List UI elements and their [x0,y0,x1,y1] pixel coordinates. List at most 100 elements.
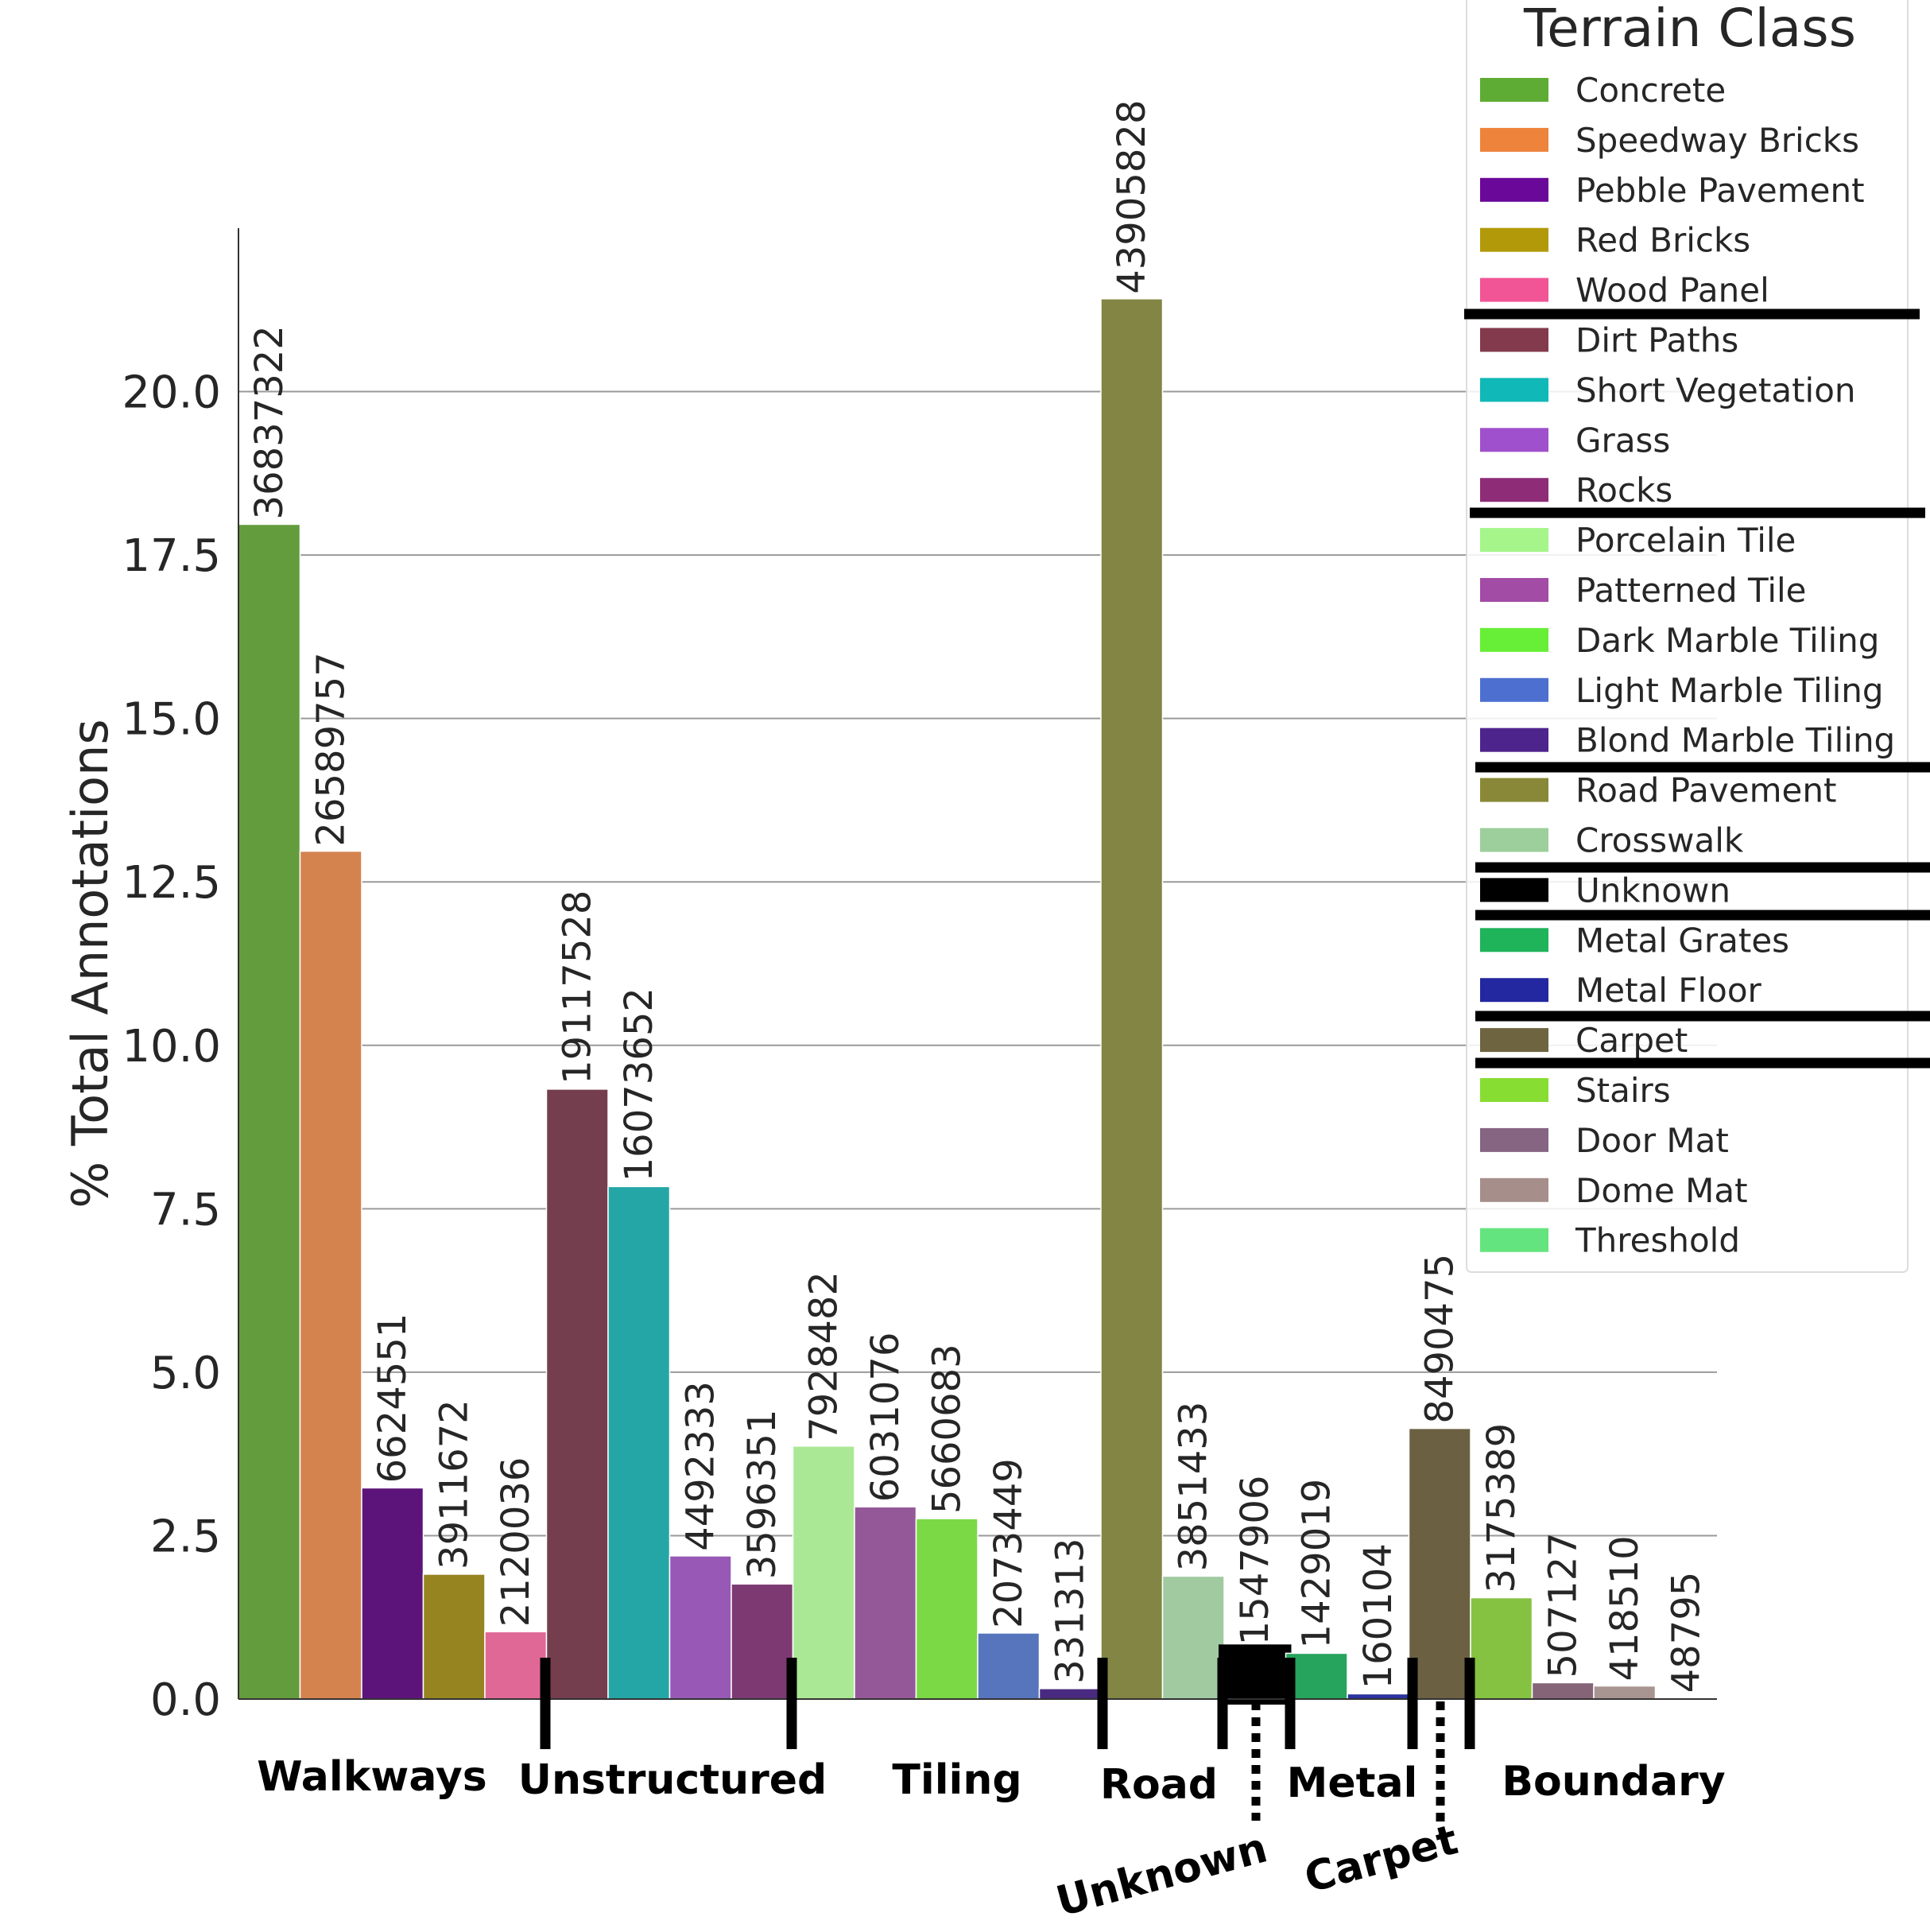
bar-dark-marble-tiling [915,1518,979,1700]
bar-value-label: 26589757 [308,652,353,846]
legend-item: Short Vegetation [1480,370,1856,409]
legend-item: Speedway Bricks [1480,121,1859,160]
legend-swatch [1480,528,1548,553]
group-label-carpet: Carpet [1300,1816,1463,1903]
bar-concrete [238,523,301,1700]
bar-value-label: 19117528 [555,890,599,1084]
label-layer: 36837322 26589757 6624551 3911672 2120036 191… [247,99,1709,1693]
y-tick-label: 10.0 [122,1021,221,1073]
legend-item: Dome Mat [1480,1171,1748,1210]
legend-label: Unknown [1575,871,1730,910]
legend-label: Light Marble Tiling [1575,671,1884,710]
group-layer: Walkways Unstructured Tiling Road Unknow… [257,1658,1726,1926]
bar-grass [669,1555,732,1700]
legend-swatch [1480,627,1548,652]
legend-swatch [1480,727,1548,752]
bar-carpet [1408,1427,1471,1700]
bar-road-pavement [1100,298,1164,1700]
legend-label: Dirt Paths [1575,321,1738,360]
bar-rocks [731,1583,794,1700]
bar-value-label: 43905828 [1110,99,1154,293]
y-tick-label: 17.5 [122,530,221,582]
bar-value-label: 4492333 [678,1381,723,1551]
legend: Terrain Class Concrete Speedway Bricks Peb… [1464,0,1930,1273]
group-label-walkways: Walkways [257,1753,486,1801]
legend-label: Door Mat [1575,1121,1729,1160]
legend-item: Grass [1480,421,1670,460]
legend-swatch [1480,1028,1548,1053]
legend-swatch [1480,277,1548,302]
bar-value-label: 2120036 [494,1457,538,1627]
legend-label: Red Bricks [1575,221,1750,260]
legend-label: Pebble Pavement [1575,171,1865,210]
bar-porcelain-tile [792,1445,855,1700]
legend-item: Wood Panel [1480,271,1769,310]
group-label-unstructured: Unstructured [518,1756,827,1804]
y-tick-label: 0.0 [150,1674,221,1726]
bar-short-vegetation [607,1185,671,1700]
legend-swatch [1480,227,1548,252]
legend-swatch [1480,1228,1548,1252]
legend-swatch [1480,928,1548,952]
bar-value-label: 160104 [1356,1543,1401,1689]
legend-label: Dome Mat [1575,1171,1748,1210]
y-tick-label: 15.0 [122,694,221,746]
legend-label: Rocks [1575,471,1672,510]
legend-item: Dirt Paths [1480,321,1738,360]
legend-item: Metal Floor [1480,971,1762,1010]
legend-label: Blond Marble Tiling [1575,721,1895,760]
legend-items: Concrete Speedway Bricks Pebble Pavement Re… [1480,71,1895,1260]
bar-value-label: 3851433 [1171,1402,1215,1572]
legend-label: Carpet [1575,1021,1688,1060]
bar-value-label: 6624551 [370,1313,415,1484]
bar-value-label: 1547906 [1233,1476,1277,1646]
bar-layer [238,298,1718,1705]
legend-swatch [1480,828,1548,852]
bar-value-label: 6031076 [863,1332,908,1502]
legend-swatch [1480,677,1548,702]
group-label-boundary: Boundary [1502,1758,1725,1806]
legend-item: Crosswalk [1480,821,1744,860]
bar-red-bricks [422,1573,486,1700]
legend-item: Dark Marble Tiling [1480,621,1879,660]
bar-value-label: 36837322 [247,325,292,519]
legend-item: Carpet [1480,1021,1688,1060]
bar-value-label: 3175389 [1479,1423,1524,1593]
bar-dirt-paths [545,1088,609,1700]
legend-swatch [1480,478,1548,502]
legend-label: Threshold [1575,1221,1740,1260]
y-tick-label: 2.5 [150,1511,221,1562]
y-tick-label: 5.0 [150,1348,221,1399]
legend-label: Porcelain Tile [1575,521,1796,560]
legend-label: Metal Floor [1575,971,1762,1010]
bar-value-label: 16073652 [617,987,661,1181]
legend-item: Concrete [1480,71,1726,110]
legend-swatch [1480,428,1548,452]
legend-label: Road Pavement [1575,771,1836,810]
legend-swatch [1480,78,1548,102]
group-label-metal: Metal [1287,1759,1418,1807]
legend-item: Threshold [1480,1221,1740,1260]
bar-speedway-bricks [299,850,362,1700]
bar-door-mat [1531,1682,1595,1700]
bar-value-label: 1429019 [1294,1479,1339,1649]
legend-swatch [1480,878,1548,902]
legend-swatch [1480,378,1548,402]
legend-swatch [1480,1078,1548,1102]
legend-title: Terrain Class [1523,0,1856,59]
legend-item: Patterned Tile [1480,571,1807,610]
bar-value-label: 3911672 [432,1399,476,1569]
bar-value-label: 3596351 [740,1410,785,1580]
bar-value-label: 507127 [1541,1532,1585,1678]
bar-unknown [1219,1644,1292,1705]
legend-item: Blond Marble Tiling [1480,721,1895,760]
legend-label: Dark Marble Tiling [1575,621,1879,660]
tick-layer: 0.0 2.5 5.0 7.5 10.0 12.5 15.0 17.5 20.0 [122,367,221,1726]
y-tick-label: 7.5 [150,1184,221,1236]
bar-value-label: 8490475 [1417,1254,1462,1424]
y-tick-label: 12.5 [122,857,221,909]
bar-pebble-pavement [361,1487,424,1700]
grid-layer [238,390,1717,1537]
legend-swatch [1480,1177,1548,1202]
bar-light-marble-tiling [977,1632,1041,1700]
